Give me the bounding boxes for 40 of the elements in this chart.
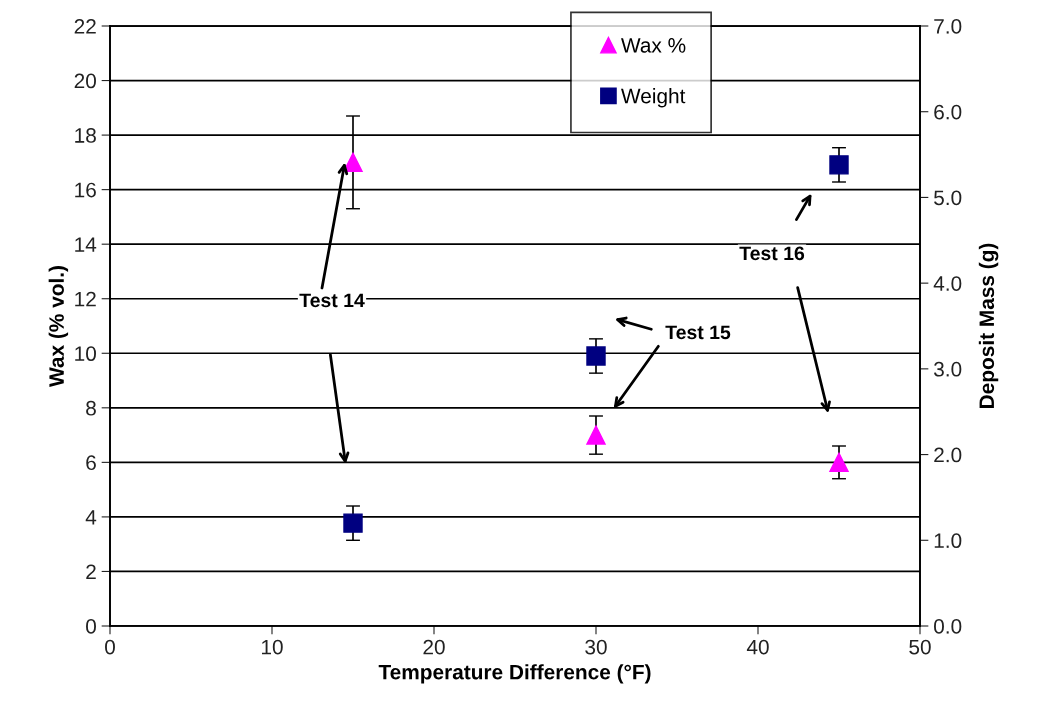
x-tick-label: 50 [909, 639, 931, 655]
y2-tick-label: 0.0 [934, 619, 962, 634]
y-tick-label: 20 [74, 73, 96, 89]
y2-axis-title: Deposit Mass (g) [978, 243, 999, 408]
y-tick-label: 6 [86, 455, 96, 471]
x-tick-label: 10 [262, 639, 283, 655]
x-axis-title: Temperature Difference (°F) [378, 664, 651, 684]
y2-tick-label: 2.0 [934, 447, 962, 463]
y2-tick-label: 1.0 [934, 533, 962, 549]
annotation: Test 15 [665, 325, 731, 340]
y2-tick-label: 3.0 [933, 361, 962, 377]
y2-tick-label: 6.0 [934, 104, 962, 120]
y2-tick-label: 7.0 [934, 19, 962, 34]
y-tick-label: 2 [86, 564, 96, 579]
y2-tick-label: 5.0 [934, 190, 962, 206]
y-tick-label: 14 [75, 237, 97, 252]
point [586, 425, 606, 445]
legend-label: Weight [621, 88, 686, 108]
y-tick-label: 18 [75, 128, 96, 143]
x-tick-label: 40 [746, 639, 769, 655]
y-tick-label: 0 [86, 619, 96, 634]
legend-label: Wax % [621, 38, 686, 53]
x-tick-label: 30 [585, 639, 607, 655]
x-tick-label: 0 [105, 639, 115, 655]
y-tick-label: 8 [86, 400, 96, 416]
y-axis-title: Wax (% vol.) [48, 266, 69, 387]
y-tick-label: 16 [75, 182, 96, 198]
y-tick-label: 4 [85, 510, 97, 525]
y-tick-label: 22 [74, 19, 96, 34]
y-tick-label: 10 [75, 346, 96, 362]
y2-tick-label: 4.0 [933, 276, 962, 291]
point [343, 152, 363, 173]
point [829, 452, 849, 473]
point [343, 513, 363, 533]
x-tick-label: 20 [423, 639, 445, 655]
point [586, 346, 606, 366]
annotation: Test 14 [299, 293, 365, 308]
annotation: Test 16 [739, 246, 805, 261]
point [829, 155, 849, 175]
y-tick-label: 12 [75, 291, 96, 307]
